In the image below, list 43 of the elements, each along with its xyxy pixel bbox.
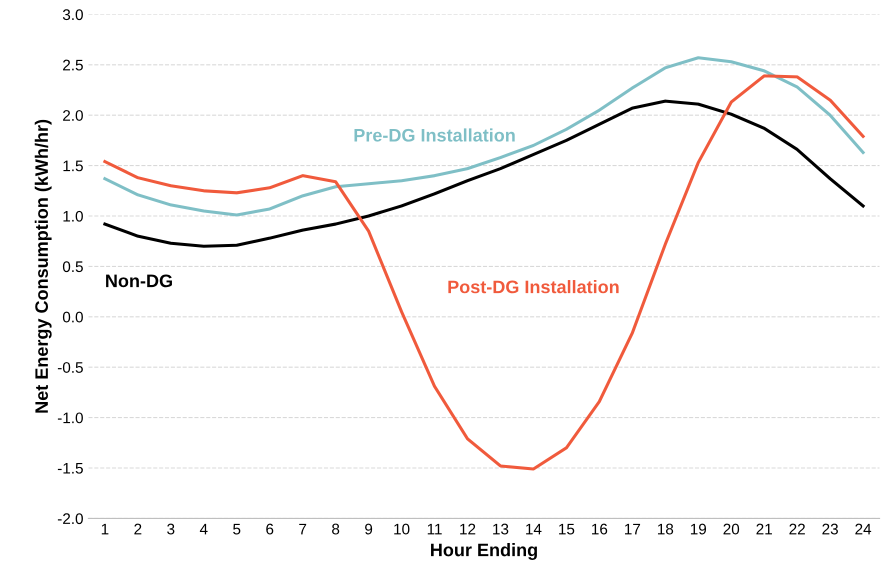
series-label: Pre-DG Installation xyxy=(354,128,515,142)
x-tick-label: 21 xyxy=(756,524,772,534)
x-tick-label: 7 xyxy=(299,524,306,534)
x-tick-label: 3 xyxy=(167,524,174,534)
y-tick-label: -1.0 xyxy=(58,412,83,424)
x-tick-label: 6 xyxy=(266,524,274,534)
line-series xyxy=(103,74,865,471)
x-tick-label: 1 xyxy=(102,524,108,534)
line-series xyxy=(103,56,865,217)
x-tick-label: 4 xyxy=(200,524,208,534)
x-tick-label: 20 xyxy=(724,524,740,534)
x-tick-label: 2 xyxy=(134,524,142,534)
series-label: Post-DG Installation xyxy=(448,280,619,294)
series-label: Non-DG xyxy=(106,274,172,288)
x-tick-label: 14 xyxy=(526,524,542,534)
x-tick-label: 13 xyxy=(493,524,508,534)
y-tick-label: 2.0 xyxy=(63,110,83,121)
x-tick-label: 12 xyxy=(460,524,476,534)
x-axis-title: Hour Ending xyxy=(431,543,537,560)
y-tick-label: -1.5 xyxy=(58,463,83,474)
y-tick-label: 0.0 xyxy=(62,312,83,322)
line-series xyxy=(103,100,865,248)
x-tick-label: 10 xyxy=(394,524,410,534)
x-tick-label: 16 xyxy=(592,524,608,534)
x-tick-label: 8 xyxy=(332,524,340,534)
y-tick-label: 2.5 xyxy=(63,60,83,70)
y-tick-label: 3.0 xyxy=(62,9,83,20)
x-tick-label: 9 xyxy=(365,524,372,534)
y-axis-title: Net Energy Consumption (kWh/hr) xyxy=(34,120,52,413)
y-tick-label: -2.0 xyxy=(58,513,83,524)
x-tick-label: 24 xyxy=(855,524,872,534)
y-tick-label: -0.5 xyxy=(58,362,83,373)
x-tick-label: 22 xyxy=(789,524,805,534)
y-tick-label: 1.5 xyxy=(63,160,83,172)
x-tick-label: 17 xyxy=(625,524,640,534)
x-tick-label: 5 xyxy=(233,524,240,534)
x-tick-label: 19 xyxy=(690,524,706,534)
x-tick-label: 15 xyxy=(559,524,574,534)
y-tick-label: 0.5 xyxy=(62,261,83,272)
x-tick-label: 18 xyxy=(658,524,674,534)
x-tick-label: 23 xyxy=(822,524,838,534)
y-tick-label: 1.0 xyxy=(63,210,83,222)
x-tick-label: 11 xyxy=(428,524,442,534)
